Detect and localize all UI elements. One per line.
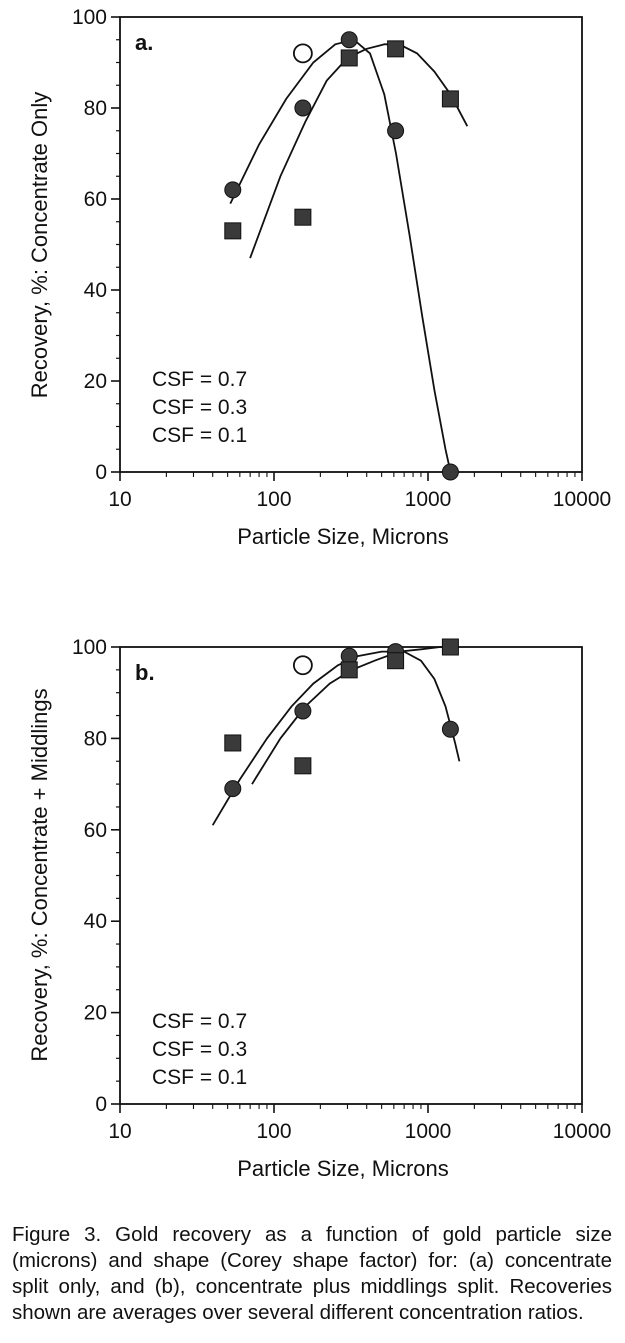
panel-label: b. <box>135 660 155 685</box>
y-axis-title: Recovery, %: Concentrate + Middlings <box>27 688 52 1061</box>
data-point-circle <box>340 31 358 49</box>
legend-entry: CSF = 0.3 <box>152 1038 247 1061</box>
chart-b: 0 20 40 60 80 100 10 100 1000 10000 Particle Size,… <box>27 636 611 1181</box>
data-point-square <box>294 208 312 226</box>
x-tick-label: 10 <box>108 488 131 511</box>
y-tick-label: 20 <box>84 370 107 393</box>
x-tick-label: 10000 <box>553 488 611 511</box>
x-tick-label: 100 <box>256 488 291 511</box>
y-tick-label: 80 <box>84 97 107 120</box>
data-point-square <box>224 222 242 240</box>
fit-curve-circle <box>229 38 452 473</box>
data-point-circle <box>441 720 459 738</box>
chart-a: 0 20 40 60 80 100 10 100 1000 10000 Particle Size,… <box>27 6 611 549</box>
legend-entry: CSF = 0.1 <box>152 1066 247 1089</box>
data-point-square <box>294 757 312 775</box>
legend-entry: CSF = 0.7 <box>152 1010 247 1033</box>
data-point-open-circle <box>292 655 313 676</box>
x-tick-label: 1000 <box>405 488 452 511</box>
y-tick-label: 20 <box>84 1002 107 1025</box>
x-tick-label: 10000 <box>553 1120 611 1143</box>
data-point-circle <box>294 99 312 117</box>
y-tick-label: 40 <box>84 279 107 302</box>
y-tick-label: 60 <box>84 188 107 211</box>
fit-curve-square <box>251 646 453 785</box>
x-axis-title: Particle Size, Microns <box>237 524 449 549</box>
y-axis-title: Recovery, %: Concentrate Only <box>27 92 52 399</box>
data-point-circle <box>441 463 459 481</box>
plot-frame <box>119 646 583 1105</box>
y-tick-label: 60 <box>84 819 107 842</box>
x-tick-label: 100 <box>256 1120 291 1143</box>
fit-curve-square <box>249 43 469 259</box>
y-tick-label: 0 <box>95 461 107 484</box>
x-axis-title: Particle Size, Microns <box>237 1156 449 1181</box>
y-tick-label: 80 <box>84 727 107 750</box>
data-point-square <box>387 40 405 58</box>
y-tick-label: 0 <box>95 1093 107 1116</box>
data-point-square <box>441 90 459 108</box>
legend-entry: CSF = 0.7 <box>152 368 247 391</box>
data-point-square <box>441 638 459 656</box>
legend-entry: CSF = 0.1 <box>152 424 247 447</box>
panel-label: a. <box>135 30 153 55</box>
data-point-circle <box>224 780 242 798</box>
data-point-circle <box>294 702 312 720</box>
fit-curve-circle <box>211 650 461 826</box>
y-tick-label: 40 <box>84 910 107 933</box>
y-tick-label: 100 <box>72 6 107 29</box>
data-point-circle <box>224 181 242 199</box>
y-tick-label: 100 <box>72 636 107 659</box>
figure-caption: Figure 3. Gold recovery as a function of… <box>12 1223 612 1324</box>
data-point-square <box>340 49 358 67</box>
data-point-square <box>224 734 242 752</box>
x-tick-label: 1000 <box>405 1120 452 1143</box>
data-point-open-circle <box>292 43 313 64</box>
data-point-square <box>340 661 358 679</box>
data-point-circle <box>387 122 405 140</box>
legend-entry: CSF = 0.3 <box>152 396 247 419</box>
data-point-square <box>387 652 405 670</box>
x-tick-label: 10 <box>108 1120 131 1143</box>
